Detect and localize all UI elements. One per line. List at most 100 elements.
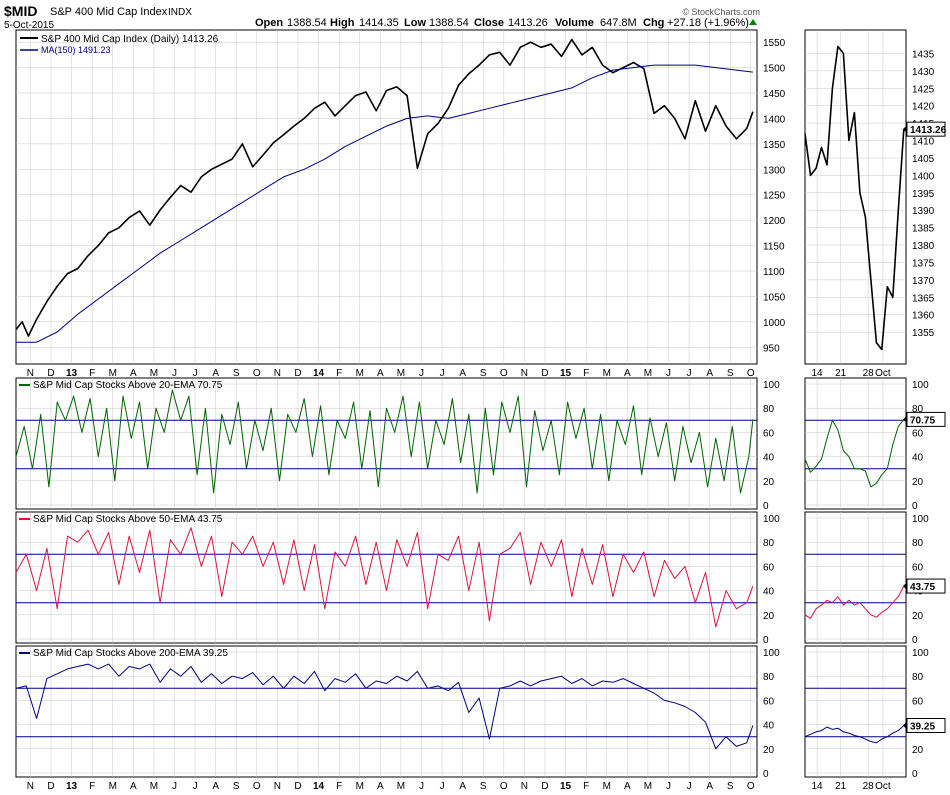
y-tick-label: 1550 [763, 38, 786, 49]
x-tick-label: O [747, 781, 755, 792]
ema20-frame [15, 377, 758, 510]
x-tick-label: J [193, 781, 198, 792]
x-tick-label: A [377, 781, 384, 792]
y-tick-label: 100 [763, 514, 780, 525]
exchange: INDX [168, 7, 192, 18]
y-tick-label: 1450 [763, 89, 786, 100]
ema200-title: S&P Mid Cap Stocks Above 200-EMA 39.25 [33, 648, 228, 659]
x-tick-label: N [27, 781, 34, 792]
x-tick-label: 14 [812, 781, 824, 792]
x-tick-label: N [274, 368, 281, 379]
y-tick-label: 100 [912, 514, 929, 525]
x-tick-label: O [500, 368, 508, 379]
y-tick-label: 1410 [912, 137, 935, 148]
x-tick-label: J [440, 781, 445, 792]
x-tick-label: S [233, 368, 240, 379]
y-tick-label: 20 [912, 611, 924, 622]
y-tick-label: 1375 [912, 258, 935, 269]
zoom-zoom-ema20-series-0 [804, 419, 905, 488]
y-tick-label: 40 [763, 453, 775, 464]
x-tick-label: J [172, 368, 177, 379]
low-label: Low [404, 17, 426, 29]
close-label: Close [474, 17, 504, 29]
x-tick-label: 21 [835, 368, 847, 379]
price-frame [15, 29, 758, 365]
y-tick-label: 1360 [912, 311, 935, 322]
y-tick-label: 20 [912, 477, 924, 488]
symbol: $MID [4, 3, 37, 19]
ema50-frame [15, 511, 758, 644]
index-name: S&P 400 Mid Cap Index [50, 6, 168, 18]
x-tick-label: M [109, 781, 117, 792]
x-tick-label: A [130, 368, 137, 379]
zoom-zoom-price-series-0 [804, 45, 905, 351]
y-tick-label: 40 [763, 587, 775, 598]
x-tick-label: M [644, 781, 652, 792]
zoom-zoom-ema50-series-0 [804, 585, 905, 619]
y-tick-label: 40 [763, 721, 775, 732]
last-value-label: 1413.26 [910, 125, 947, 136]
x-tick-label: S [480, 368, 487, 379]
x-tick-label: O [747, 368, 755, 379]
watermark: © StockCharts.com [682, 7, 760, 17]
y-tick-label: 80 [763, 404, 775, 415]
y-tick-label: 1390 [912, 206, 935, 217]
y-tick-label: 1200 [763, 216, 786, 227]
y-tick-label: 1370 [912, 276, 935, 287]
x-tick-label: F [583, 781, 589, 792]
close-value: 1413.26 [508, 17, 548, 29]
y-tick-label: 20 [763, 745, 775, 756]
x-tick-label: N [274, 781, 281, 792]
x-tick-label: A [706, 781, 713, 792]
x-tick-label: M [397, 781, 405, 792]
x-tick-label: M [397, 368, 405, 379]
last-value-pointer [903, 415, 907, 424]
y-tick-label: 1300 [763, 165, 786, 176]
x-tick-label: M [150, 368, 158, 379]
x-tick-label: N [521, 368, 528, 379]
x-tick-label: A [212, 368, 219, 379]
y-tick-label: 40 [912, 453, 924, 464]
y-tick-label: 1355 [912, 328, 935, 339]
x-tick-label: A [130, 781, 137, 792]
y-tick-label: 60 [912, 696, 924, 707]
y-tick-label: 60 [912, 428, 924, 439]
y-tick-label: 1420 [912, 102, 935, 113]
y-tick-label: 1395 [912, 189, 935, 200]
y-tick-label: 20 [912, 745, 924, 756]
x-tick-label: A [459, 781, 466, 792]
y-tick-label: 0 [763, 769, 769, 780]
y-tick-label: 0 [912, 635, 918, 646]
x-tick-label: A [624, 781, 631, 792]
x-tick-label: 15 [560, 781, 572, 792]
x-tick-label: D [47, 368, 54, 379]
x-tick-label: J [666, 368, 671, 379]
y-tick-label: 0 [912, 501, 918, 512]
ema200-series-0 [15, 663, 754, 750]
x-tick-label: A [459, 368, 466, 379]
x-tick-label: S [233, 781, 240, 792]
last-value-label: 43.75 [910, 582, 935, 593]
x-tick-label: D [541, 368, 548, 379]
x-tick-label: F [336, 368, 342, 379]
y-tick-label: 80 [912, 404, 924, 415]
chg-value: +27.18 (+1.96%) [667, 17, 749, 29]
y-tick-label: 1400 [912, 171, 935, 182]
y-tick-label: 60 [763, 562, 775, 573]
zoom-zoom-ema200-series-0 [804, 725, 905, 744]
y-tick-label: 1350 [763, 140, 786, 151]
y-tick-label: 0 [912, 769, 918, 780]
x-tick-label: M [603, 368, 611, 379]
y-tick-label: 1425 [912, 84, 935, 95]
open-label: Open [255, 17, 283, 29]
x-tick-label: D [541, 781, 548, 792]
x-tick-label: 15 [560, 368, 572, 379]
x-tick-label: A [706, 368, 713, 379]
y-tick-label: 100 [912, 380, 929, 391]
last-value-pointer [903, 721, 907, 730]
x-tick-label: 21 [835, 781, 847, 792]
chg-label: Chg [643, 17, 664, 29]
last-value-label: 70.75 [910, 415, 935, 426]
y-tick-label: 1365 [912, 293, 935, 304]
